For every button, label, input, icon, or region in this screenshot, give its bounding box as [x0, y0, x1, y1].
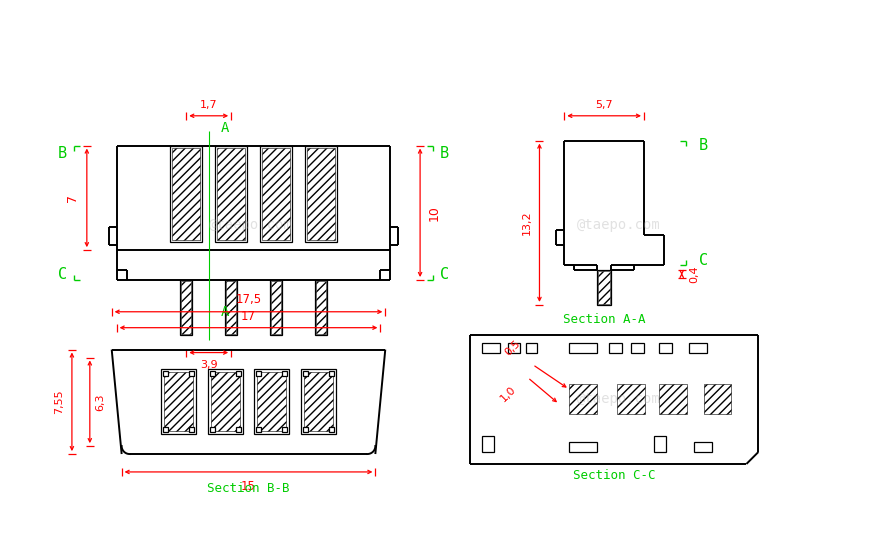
Bar — [304, 372, 333, 431]
Bar — [226, 281, 236, 334]
Text: 7: 7 — [66, 194, 79, 202]
Text: @taepo.com: @taepo.com — [209, 218, 293, 232]
Text: A: A — [221, 121, 229, 135]
Text: C: C — [699, 253, 708, 268]
Text: 1,7: 1,7 — [200, 100, 217, 110]
Bar — [617, 384, 645, 414]
Bar — [181, 280, 192, 335]
Bar — [173, 148, 200, 240]
Text: B: B — [58, 146, 67, 161]
Text: C: C — [440, 268, 449, 282]
Bar — [282, 427, 288, 432]
Bar — [163, 427, 168, 432]
Bar — [189, 371, 194, 377]
Bar — [236, 371, 240, 377]
Bar — [654, 436, 666, 452]
Bar — [569, 384, 597, 414]
Bar — [161, 370, 196, 434]
Bar — [225, 280, 237, 335]
Bar — [303, 427, 308, 432]
Bar — [694, 442, 711, 452]
Bar — [598, 271, 610, 304]
Text: 7,55: 7,55 — [54, 389, 64, 414]
Text: 0,4: 0,4 — [689, 265, 700, 283]
Bar — [304, 146, 337, 242]
Bar — [569, 342, 597, 353]
Text: 13,2: 13,2 — [522, 210, 531, 235]
Text: 0,5: 0,5 — [503, 338, 523, 357]
Text: 5,7: 5,7 — [595, 100, 613, 110]
Text: @taepo.com: @taepo.com — [577, 392, 661, 406]
Bar — [258, 372, 286, 431]
Bar — [481, 436, 494, 452]
Bar — [210, 371, 215, 377]
Text: @taepo.com: @taepo.com — [577, 218, 661, 232]
Bar — [271, 281, 281, 334]
Bar — [631, 342, 644, 353]
Bar — [208, 370, 243, 434]
Bar — [215, 146, 247, 242]
Text: Section C-C: Section C-C — [573, 469, 655, 482]
Bar — [703, 384, 731, 414]
Bar — [481, 342, 500, 353]
Bar — [307, 148, 334, 240]
Text: Section B-B: Section B-B — [207, 482, 289, 495]
Bar — [262, 148, 289, 240]
Bar — [315, 280, 326, 335]
Bar — [270, 280, 282, 335]
Text: 10: 10 — [428, 205, 441, 221]
Bar — [688, 342, 707, 353]
Bar — [217, 148, 245, 240]
Bar — [329, 427, 334, 432]
Bar — [329, 371, 334, 377]
Text: 3,9: 3,9 — [200, 360, 217, 370]
Bar — [659, 384, 687, 414]
Bar — [210, 427, 215, 432]
Bar — [182, 281, 191, 334]
Bar — [236, 427, 240, 432]
Text: C: C — [58, 268, 67, 282]
Text: Section A-A: Section A-A — [563, 313, 645, 326]
Text: 15: 15 — [241, 480, 256, 493]
Bar — [170, 146, 203, 242]
Bar — [256, 427, 261, 432]
Bar — [525, 342, 538, 353]
Text: 17: 17 — [241, 310, 256, 323]
Text: 6,3: 6,3 — [95, 393, 104, 410]
Bar — [260, 146, 292, 242]
Text: B: B — [440, 146, 449, 161]
Bar — [569, 442, 597, 452]
Text: 1,0: 1,0 — [498, 384, 517, 404]
Bar — [163, 371, 168, 377]
Bar — [254, 370, 289, 434]
Bar — [508, 342, 519, 353]
Bar — [164, 372, 193, 431]
Bar — [303, 371, 308, 377]
Bar — [210, 372, 239, 431]
Bar — [301, 370, 336, 434]
Text: A: A — [221, 305, 229, 319]
Bar — [316, 281, 325, 334]
Bar — [189, 427, 194, 432]
Text: B: B — [699, 138, 708, 153]
Bar — [610, 342, 622, 353]
Text: 17,5: 17,5 — [235, 293, 261, 306]
Bar — [659, 342, 672, 353]
Bar — [256, 371, 261, 377]
Bar — [282, 371, 288, 377]
Bar — [597, 270, 611, 305]
